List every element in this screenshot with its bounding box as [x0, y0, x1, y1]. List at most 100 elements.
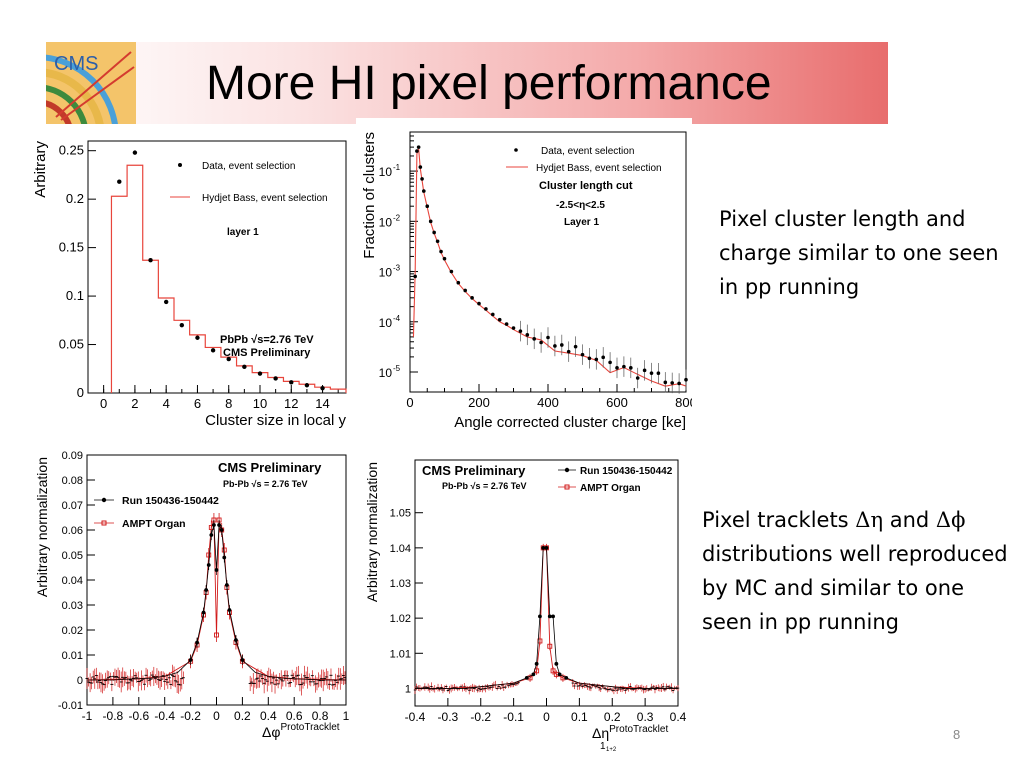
data-point [554, 661, 559, 666]
data-point [615, 366, 619, 370]
y-tick-exponent: -2 [393, 213, 401, 222]
y-tick-label: 0.04 [62, 575, 83, 587]
x-axis-label: ΔφProtoTracklet [262, 722, 340, 740]
data-point [564, 675, 569, 680]
data-point [518, 329, 523, 333]
description-tracklets-text-b: distributions well reproduced by MC and … [702, 542, 1008, 634]
y-axis-label: Arbitrary normalization [364, 462, 380, 602]
y-tick-label: 0.08 [62, 475, 83, 487]
data-point [656, 371, 661, 376]
y-tick-label: 1.05 [390, 508, 411, 520]
y-tick-label: 0.15 [59, 240, 84, 255]
y-tick-label: 0.07 [62, 500, 83, 512]
data-point [594, 357, 599, 362]
data-point [195, 335, 200, 340]
data-point [432, 230, 436, 235]
data-point [304, 383, 310, 388]
data-point [525, 333, 530, 337]
annotation-energy: Pb-Pb √s = 2.76 TeV [442, 481, 527, 491]
data-point [642, 368, 647, 373]
data-point [217, 523, 221, 527]
data-point [257, 371, 263, 376]
data-point [524, 675, 529, 680]
x-tick-label: 200 [468, 395, 490, 410]
x-tick-label: 0.6 [286, 709, 303, 723]
data-point [635, 376, 640, 380]
annotation-cms: CMS Preliminary [422, 463, 526, 478]
data-point [219, 528, 224, 532]
data-point [226, 356, 231, 362]
data-point [677, 381, 681, 386]
ampt-point [550, 668, 556, 674]
data-point [491, 312, 495, 317]
data-point [580, 352, 585, 357]
data-point [573, 344, 578, 349]
legend-ampt: AMPT Organ [580, 483, 641, 494]
data-point [224, 583, 229, 587]
data-point [477, 301, 481, 306]
data-point [416, 145, 421, 149]
data-point [539, 340, 543, 345]
annotation-layer: layer 1 [227, 227, 259, 238]
plot-frame [86, 454, 347, 706]
x-axis-label: ΔηProtoTracklet [592, 724, 668, 741]
data-point [214, 568, 219, 572]
data-point [484, 307, 488, 311]
x-axis-label: Cluster size in local y [205, 412, 346, 429]
annotation-eta: -2.5<η<2.5 [556, 200, 605, 211]
ampt-point [547, 643, 553, 649]
data-point [557, 672, 562, 677]
x-tick-label: 10 [253, 396, 267, 411]
x-tick-label: -0.8 [103, 709, 124, 723]
data-point [413, 274, 417, 279]
data-point [204, 588, 209, 592]
legend-mc: Hydjet Bass, event selection [202, 193, 328, 204]
data-point [422, 189, 426, 193]
legend-marker-data [178, 163, 182, 167]
data-point [608, 360, 612, 365]
description-tracklets-text-a: Pixel tracklets [702, 508, 856, 532]
ampt-point [221, 547, 227, 553]
x-tick-label: -0.4 [154, 709, 175, 723]
x-tick-label: 14 [315, 396, 329, 411]
y-tick-label: 1.04 [390, 543, 411, 555]
data-curve [415, 547, 678, 689]
x-tick-label: 4 [163, 396, 170, 411]
y-tick-exponent: -4 [393, 314, 401, 323]
title-bar [46, 42, 888, 124]
data-point [470, 296, 474, 300]
x-tick-label: -0.2 [180, 709, 201, 723]
data-point [456, 280, 461, 285]
x-tick-label: 0.2 [604, 710, 621, 724]
x-tick-label: -0.3 [438, 710, 459, 724]
data-point [195, 640, 199, 645]
data-point [425, 204, 430, 208]
ampt-curve [415, 547, 678, 689]
data-point [273, 376, 278, 381]
delta-eta-symbol: Δη [855, 508, 884, 532]
data-point [684, 377, 688, 382]
cluster-size-plot: 0 2 4 6 8 10 12 14 0 0.05 0.1 0.15 0.2 0.25 Cluster si… [32, 140, 347, 429]
x-tick-label: 0.1 [571, 710, 588, 724]
x-axis-label: Angle corrected cluster charge [ke] [454, 414, 686, 431]
x-axis-label-subsub: 1+2 [606, 747, 617, 752]
logo-text: CMS [54, 53, 98, 75]
legend-mc: Hydjet Bass, event selection [536, 163, 662, 174]
y-tick-exponent: -5 [393, 364, 401, 373]
data-point [418, 165, 423, 169]
x-axis-label-sub: 1 [600, 741, 606, 752]
data-point [442, 256, 447, 261]
y-tick-label: 10 [379, 215, 393, 229]
data-point [511, 326, 516, 330]
delta-eta-plot: -0.4 -0.3 -0.2 -0.1 0 0.1 0.2 0.3 0.4 1 1.01 1.02 1.… [364, 459, 687, 752]
x-tick-label: -0.2 [470, 710, 491, 724]
annotation-energy: PbPb √s=2.76 TeV [220, 334, 314, 346]
data-point [201, 610, 206, 615]
y-tick-exponent: -3 [393, 264, 401, 273]
legend-data: Run 150436-150442 [122, 495, 219, 507]
data-point [534, 661, 539, 666]
data-point [206, 563, 211, 567]
data-point [420, 177, 424, 181]
slide-title: More HI pixel performance [206, 57, 772, 110]
x-tick-label: -0.4 [405, 710, 426, 724]
